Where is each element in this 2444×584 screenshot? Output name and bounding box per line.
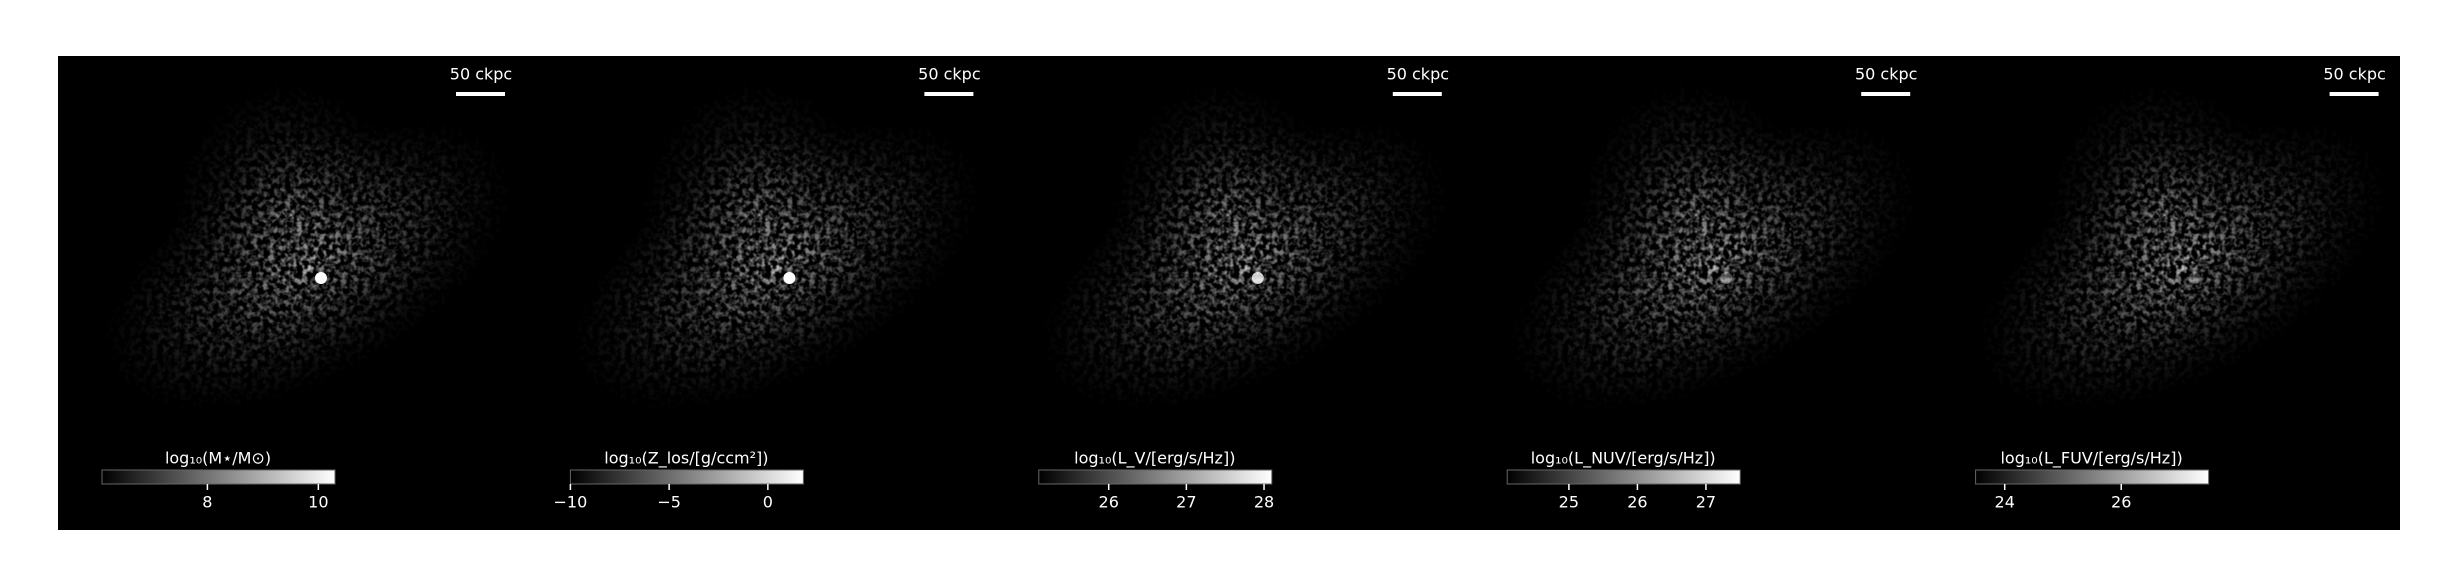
colorbar-tick-label: 10	[308, 493, 328, 512]
galaxy-halo	[2041, 76, 2282, 356]
colorbar-tick-label: 27	[1696, 493, 1716, 512]
galaxy-image	[566, 76, 987, 415]
galaxy-core	[1720, 272, 1733, 284]
colorbar	[1038, 469, 1273, 485]
scalebar-label: 50 ckpc	[450, 65, 512, 84]
scalebar-label: 50 ckpc	[1387, 65, 1449, 84]
colorbar-label: log₁₀(L_V/[erg/s/Hz])	[1074, 449, 1235, 469]
colorbar-tick-label: 8	[202, 493, 212, 512]
colorbar-tick-label: 26	[2111, 493, 2131, 512]
panel: 50 ckpc log₁₀(L_NUV/[erg/s/Hz]) 25 26 27	[1503, 65, 1924, 512]
scalebar-label: 50 ckpc	[918, 65, 980, 84]
colorbar-label: log₁₀(Z_los/[g/ccm²])	[604, 449, 768, 469]
colorbar-tick-label: 28	[1254, 493, 1274, 512]
scalebar	[924, 92, 974, 96]
galaxy-halo	[636, 76, 877, 356]
colorbar-label: log₁₀(M⋆/M⊙)	[165, 449, 271, 468]
galaxy-core	[1251, 272, 1264, 284]
colorbar-tick-label: 25	[1559, 493, 1579, 512]
colorbar-tick-label: −5	[657, 493, 681, 512]
galaxy	[1034, 76, 1455, 415]
scalebar-label: 50 ckpc	[1855, 65, 1917, 84]
colorbar-tick-label: 26	[1627, 493, 1647, 512]
panel: 50 ckpc log₁₀(L_V/[erg/s/Hz]) 26 27 28	[1034, 65, 1455, 512]
colorbar-tick-label: 24	[1995, 493, 2015, 512]
galaxy-image	[1971, 76, 2392, 415]
galaxy-core	[2188, 272, 2201, 284]
galaxy-core	[315, 272, 327, 284]
colorbar-label: log₁₀(L_NUV/[erg/s/Hz])	[1531, 449, 1716, 469]
scalebar	[1392, 92, 1442, 96]
scalebar	[456, 92, 505, 96]
galaxy-image	[97, 76, 519, 415]
galaxy-halo	[168, 76, 408, 356]
panel: 50 ckpc log₁₀(Z_los/[g/ccm²]) −10 −5 0	[554, 65, 987, 512]
galaxy-halo	[1573, 76, 1814, 356]
scalebar	[2329, 92, 2379, 96]
galaxy-image	[1503, 76, 1924, 415]
galaxy	[566, 76, 987, 415]
colorbar	[1975, 469, 2210, 485]
galaxy	[1971, 76, 2392, 415]
colorbar-label: log₁₀(L_FUV/[erg/s/Hz])	[2000, 449, 2182, 469]
scalebar	[1861, 92, 1911, 96]
colorbar-tick-label: 0	[763, 493, 773, 512]
panel: 50 ckpc log₁₀(M⋆/M⊙) 8 10	[97, 65, 519, 512]
colorbar-tick-label: 27	[1176, 493, 1196, 512]
colorbar-tick-label: 26	[1099, 493, 1119, 512]
colorbar	[1506, 469, 1741, 485]
galaxy	[97, 76, 519, 415]
colorbar-tick-label: −10	[554, 493, 588, 512]
panel: 50 ckpc log₁₀(L_FUV/[erg/s/Hz]) 24 26	[1971, 65, 2392, 512]
colorbar	[569, 469, 804, 485]
colorbar	[101, 469, 336, 485]
galaxy-core	[783, 272, 796, 284]
galaxy-image	[1034, 76, 1455, 415]
scalebar-label: 50 ckpc	[2323, 65, 2385, 84]
galaxy-halo	[1104, 76, 1345, 356]
galaxy	[1503, 76, 1924, 415]
